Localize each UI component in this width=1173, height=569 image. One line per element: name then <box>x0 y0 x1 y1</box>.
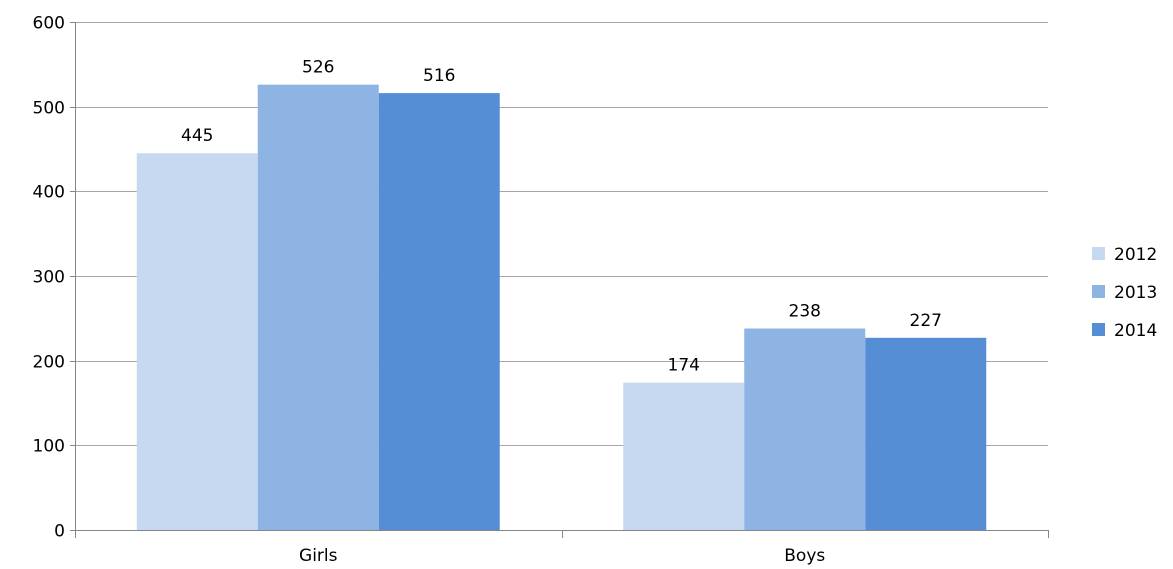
y-tick-label: 100 <box>33 437 65 457</box>
bar-2014-boys <box>865 337 987 530</box>
y-tick-label: 600 <box>33 14 65 34</box>
bar-2013-boys <box>744 328 866 530</box>
legend-swatch <box>1092 247 1105 260</box>
bar-2012-girls <box>136 153 258 530</box>
y-tick-label: 500 <box>33 99 65 119</box>
bars <box>136 84 987 531</box>
data-label: 445 <box>181 126 213 146</box>
bar-2013-girls <box>257 84 379 531</box>
data-labels: 445 526 516 174 238 227 <box>181 58 942 376</box>
legend-label: 2012 <box>1114 245 1157 265</box>
legend-swatch <box>1092 323 1105 336</box>
x-tick-label: Girls <box>299 546 338 565</box>
data-label: 238 <box>789 301 821 321</box>
y-tick-label: 0 <box>54 522 65 542</box>
axes: 0 100 200 300 400 500 600 Girls Boys <box>33 14 1049 566</box>
y-tick-label: 300 <box>33 268 65 288</box>
data-label: 526 <box>302 58 334 78</box>
data-label: 516 <box>423 66 455 86</box>
data-label: 227 <box>910 311 942 331</box>
x-tick-label: Boys <box>784 546 825 565</box>
legend-label: 2014 <box>1114 321 1157 341</box>
legend-swatch <box>1092 285 1105 298</box>
y-tick-label: 200 <box>33 353 65 373</box>
y-tick-label: 400 <box>33 183 65 203</box>
bar-2014-girls <box>378 93 500 531</box>
bar-2012-boys <box>623 382 745 530</box>
legend: 2012 2013 2014 <box>1092 245 1157 341</box>
legend-label: 2013 <box>1114 283 1157 303</box>
data-label: 174 <box>668 356 700 376</box>
